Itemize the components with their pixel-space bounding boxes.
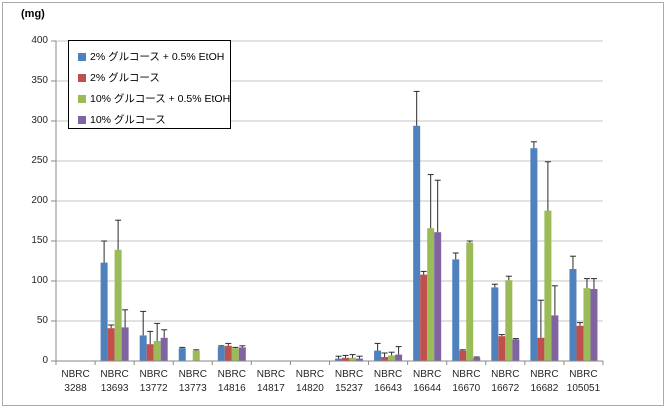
bar [335,358,343,361]
x-category-label: NBRC 16670 [452,369,481,394]
bar [114,249,122,361]
bar [388,355,396,361]
x-category-label: NBRC 16682 [530,369,559,394]
bar [491,287,499,361]
y-tick-label: 100 [31,275,48,286]
bar [505,280,513,361]
legend-swatch-blue [78,52,86,61]
legend-label: 2% グルコース + 0.5% EtOH [90,51,225,63]
x-category-label: NBRC 16644 [413,369,442,394]
bar [530,148,538,361]
bar [434,232,442,361]
y-tick-label: 0 [42,355,48,366]
bar [342,357,350,361]
bar [224,345,232,361]
bar [576,325,584,361]
bar [413,125,421,361]
x-category-label: NBRC 14817 [256,369,286,394]
y-tick-label: 200 [31,195,48,206]
bar [569,269,577,361]
bar [590,289,598,361]
bar [121,327,129,361]
legend-swatch-green [78,94,86,103]
bar [498,336,506,361]
bar [583,288,591,361]
bar [381,357,389,361]
bar [473,357,481,361]
bar [139,335,147,361]
bar [192,350,200,361]
x-category-label: NBRC 13772 [139,369,168,394]
bar [178,348,186,361]
bar [551,315,559,361]
x-category-label: NBRC 13693 [100,369,129,394]
bar [537,337,545,361]
bar [349,357,357,361]
x-category-label: NBRC 16672 [491,369,520,394]
legend-item: 2% グルコース [78,67,230,88]
bar [427,228,435,361]
legend-swatch-red [78,73,86,82]
bar [231,348,239,361]
y-axis-unit-label: (mg) [21,8,45,20]
legend-swatch-purple [78,115,86,124]
bar [466,242,474,361]
bar [512,339,520,361]
x-category-label: NBRC 15237 [334,369,364,394]
bar [238,347,246,361]
bar [146,344,154,361]
bar [100,262,108,361]
legend-label: 2% グルコース [90,72,160,84]
legend-item: 10% グルコース [78,109,230,130]
y-tick-label: 50 [36,315,48,326]
legend-item: 2% グルコース + 0.5% EtOH [78,46,230,67]
y-tick-label: 350 [31,75,48,86]
bar [356,358,364,361]
x-category-label: NBRC 14820 [295,369,325,394]
bar [459,350,467,361]
x-category-label: NBRC 14816 [217,369,246,394]
x-category-label: NBRC 16643 [373,369,403,394]
bar [217,346,225,361]
legend: 2% グルコース + 0.5% EtOH 2% グルコース 10% グルコース … [68,40,231,129]
bar [452,259,460,361]
y-tick-label: 400 [31,35,48,46]
legend-item: 10% グルコース + 0.5% EtOH [78,88,230,109]
bar [544,210,552,361]
x-category-label: NBRC 105051 [566,369,601,394]
bar [395,354,403,361]
y-tick-label: 150 [31,235,48,246]
x-category-label: NBRC 13773 [178,369,207,394]
y-tick-label: 300 [31,115,48,126]
bar [107,328,115,361]
legend-label: 10% グルコース + 0.5% EtOH [90,93,231,105]
bar [374,350,382,361]
bar [160,337,168,361]
bar [153,341,161,361]
y-tick-label: 250 [31,155,48,166]
legend-label: 10% グルコース [90,114,166,126]
x-category-label: NBRC 3288 [61,369,90,394]
bar [420,274,428,361]
